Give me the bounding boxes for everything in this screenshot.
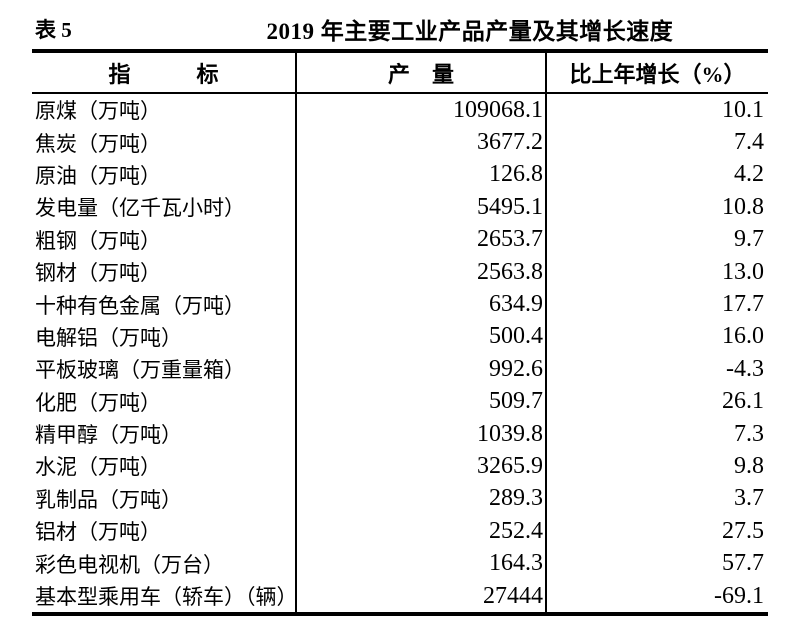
growth-value-cell: 9.7	[545, 223, 768, 256]
output-value-cell: 1039.8	[295, 417, 545, 451]
output-value-cell: 2653.7	[295, 223, 545, 256]
industrial-products-table: 指 标 产 量 比上年增长（%） 原煤（万吨） 109068.1 10.1 焦炭…	[32, 49, 768, 617]
table-row: 焦炭（万吨） 3677.2 7.4	[32, 126, 768, 159]
table-caption: 表 5 2019 年主要工业产品产量及其增长速度	[32, 12, 768, 44]
growth-value-cell: -4.3	[545, 353, 768, 386]
growth-value-cell: 4.2	[545, 158, 768, 192]
table-row: 彩色电视机（万台） 164.3 57.7	[32, 547, 768, 580]
header-output: 产 量	[295, 53, 545, 92]
indicator-cell: 十种有色金属（万吨）	[35, 293, 245, 318]
output-value-cell: 3677.2	[295, 126, 545, 159]
indicator-cell: 电解铝（万吨）	[35, 325, 182, 350]
indicator-cell: 化肥（万吨）	[35, 390, 161, 415]
table-row: 精甲醇（万吨） 1039.8 7.3	[32, 417, 768, 451]
growth-value-cell: 17.7	[545, 288, 768, 321]
growth-value-cell: 9.8	[545, 450, 768, 483]
table-row: 化肥（万吨） 509.7 26.1	[32, 385, 768, 418]
output-value-cell: 509.7	[295, 385, 545, 418]
output-value-cell: 992.6	[295, 353, 545, 386]
indicator-cell: 焦炭（万吨）	[35, 131, 161, 156]
table-row: 电解铝（万吨） 500.4 16.0	[32, 320, 768, 354]
growth-value-cell: -69.1	[545, 579, 768, 613]
indicator-cell: 粗钢（万吨）	[35, 228, 161, 253]
output-value-cell: 126.8	[295, 158, 545, 192]
output-value-cell: 5495.1	[295, 191, 545, 224]
growth-value-cell: 57.7	[545, 547, 768, 580]
growth-value-cell: 13.0	[545, 255, 768, 289]
output-value-cell: 289.3	[295, 482, 545, 516]
growth-value-cell: 3.7	[545, 482, 768, 516]
indicator-cell: 铝材（万吨）	[35, 520, 161, 545]
table-row: 水泥（万吨） 3265.9 9.8	[32, 450, 768, 483]
indicator-cell: 原煤（万吨）	[35, 99, 161, 124]
growth-value-cell: 10.1	[545, 94, 768, 127]
growth-value-cell: 7.3	[545, 417, 768, 451]
indicator-cell: 水泥（万吨）	[35, 455, 161, 480]
table-row: 钢材（万吨） 2563.8 13.0	[32, 255, 768, 289]
table-row: 原煤（万吨） 109068.1 10.1	[32, 94, 768, 127]
indicator-cell: 基本型乘用车（轿车）（辆）	[35, 585, 298, 610]
growth-value-cell: 16.0	[545, 320, 768, 354]
output-value-cell: 2563.8	[295, 255, 545, 289]
growth-value-cell: 10.8	[545, 191, 768, 224]
output-value-cell: 27444	[295, 579, 545, 613]
table-row: 铝材（万吨） 252.4 27.5	[32, 515, 768, 548]
table-number-label: 表 5	[35, 18, 72, 42]
indicator-cell: 彩色电视机（万台）	[35, 552, 224, 577]
indicator-cell: 平板玻璃（万重量箱）	[35, 358, 245, 383]
indicator-cell: 精甲醇（万吨）	[35, 423, 182, 448]
table-row: 发电量（亿千瓦小时） 5495.1 10.8	[32, 191, 768, 224]
growth-value-cell: 7.4	[545, 126, 768, 159]
indicator-cell: 钢材（万吨）	[35, 261, 161, 286]
table-row: 十种有色金属（万吨） 634.9 17.7	[32, 288, 768, 321]
table-row: 原油（万吨） 126.8 4.2	[32, 158, 768, 192]
table-row: 乳制品（万吨） 289.3 3.7	[32, 482, 768, 516]
header-indicator: 指 标	[108, 61, 219, 87]
growth-value-cell: 27.5	[545, 515, 768, 548]
table-row: 粗钢（万吨） 2653.7 9.7	[32, 223, 768, 256]
output-value-cell: 164.3	[295, 547, 545, 580]
indicator-cell: 乳制品（万吨）	[35, 487, 182, 512]
indicator-cell: 原油（万吨）	[35, 163, 161, 188]
growth-value-cell: 26.1	[545, 385, 768, 418]
header-growth: 比上年增长（%）	[545, 53, 768, 92]
table-row: 平板玻璃（万重量箱） 992.6 -4.3	[32, 353, 768, 386]
table-title: 2019 年主要工业产品产量及其增长速度	[266, 19, 674, 44]
indicator-cell: 发电量（亿千瓦小时）	[35, 196, 245, 221]
output-value-cell: 634.9	[295, 288, 545, 321]
output-value-cell: 500.4	[295, 320, 545, 354]
output-value-cell: 3265.9	[295, 450, 545, 483]
table-header-row: 指 标 产 量 比上年增长（%）	[32, 53, 768, 94]
table-row: 基本型乘用车（轿车）（辆） 27444 -69.1	[32, 579, 768, 613]
output-value-cell: 109068.1	[295, 94, 545, 127]
output-value-cell: 252.4	[295, 515, 545, 548]
table-body: 原煤（万吨） 109068.1 10.1 焦炭（万吨） 3677.2 7.4 原…	[32, 94, 768, 613]
